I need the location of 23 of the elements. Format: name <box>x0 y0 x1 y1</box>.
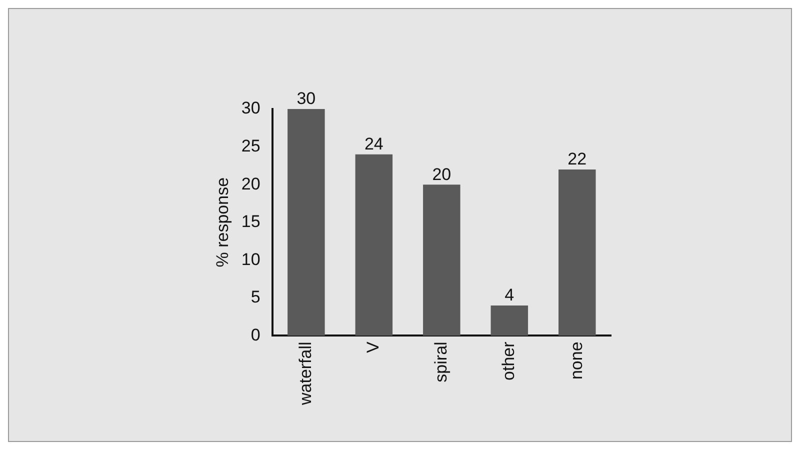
bar <box>423 184 460 336</box>
y-tick-label: 0 <box>250 325 260 344</box>
bar <box>558 169 596 336</box>
bar <box>490 305 528 336</box>
y-axis-title: % response <box>212 177 232 268</box>
bar <box>288 109 325 336</box>
y-tick-label: 10 <box>241 250 260 269</box>
data-label: 30 <box>296 89 316 108</box>
x-tick-label: other <box>499 341 518 380</box>
data-label: 24 <box>364 134 384 154</box>
y-tick-label: 25 <box>241 136 260 156</box>
y-tick-label: 30 <box>241 98 260 118</box>
x-tick-label: spiral <box>431 342 450 382</box>
data-label: 22 <box>568 150 587 169</box>
y-tick-label: 15 <box>241 212 260 232</box>
y-tick-label: 5 <box>250 288 260 307</box>
data-label: 20 <box>432 164 452 184</box>
data-label: 4 <box>504 286 514 305</box>
x-tick-label: V <box>364 341 383 354</box>
x-tick-label: none <box>566 342 586 380</box>
bar <box>355 154 393 336</box>
x-tick-label: waterfall <box>296 342 315 406</box>
y-tick-label: 20 <box>241 174 260 194</box>
